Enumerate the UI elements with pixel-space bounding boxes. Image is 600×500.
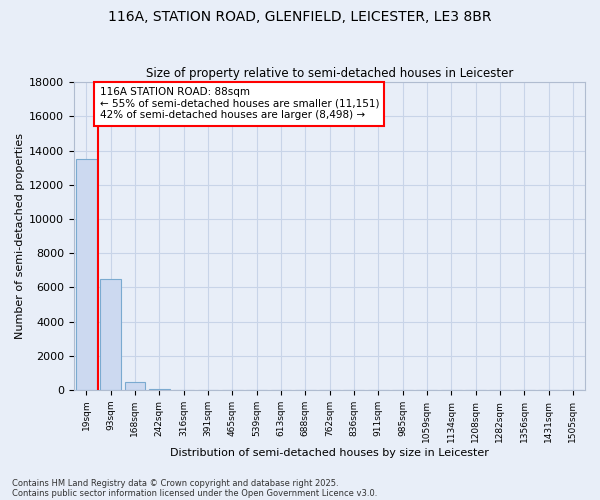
Title: Size of property relative to semi-detached houses in Leicester: Size of property relative to semi-detach… (146, 66, 513, 80)
Text: Contains public sector information licensed under the Open Government Licence v3: Contains public sector information licen… (12, 488, 377, 498)
Text: 116A, STATION ROAD, GLENFIELD, LEICESTER, LE3 8BR: 116A, STATION ROAD, GLENFIELD, LEICESTER… (108, 10, 492, 24)
Bar (76, 159, 97, 390)
Text: Contains HM Land Registry data © Crown copyright and database right 2025.: Contains HM Land Registry data © Crown c… (12, 478, 338, 488)
Bar (149, 389, 170, 390)
Text: 116A STATION ROAD: 88sqm
← 55% of semi-detached houses are smaller (11,151)
42% : 116A STATION ROAD: 88sqm ← 55% of semi-d… (100, 87, 379, 120)
Bar (125, 382, 145, 390)
Y-axis label: Number of semi-detached properties: Number of semi-detached properties (15, 133, 25, 339)
X-axis label: Distribution of semi-detached houses by size in Leicester: Distribution of semi-detached houses by … (170, 448, 489, 458)
Bar (100, 279, 121, 390)
